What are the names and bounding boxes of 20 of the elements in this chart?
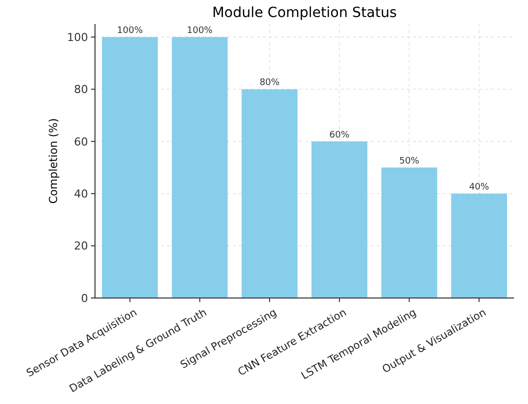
- data-label: 50%: [399, 156, 420, 167]
- bar: [172, 37, 228, 298]
- y-tick-label: 40: [74, 187, 88, 200]
- data-label: 100%: [117, 26, 144, 36]
- y-tick-label: 0: [81, 292, 88, 305]
- y-axis-title: Completion (%): [47, 118, 60, 204]
- data-label: 40%: [469, 182, 490, 193]
- data-label: 60%: [329, 130, 350, 140]
- bar: [451, 194, 508, 298]
- bar: [381, 168, 438, 298]
- data-label: 80%: [260, 78, 280, 88]
- bar: [242, 89, 298, 298]
- y-tick-label: 100: [67, 30, 88, 44]
- bar: [102, 37, 158, 298]
- y-tick-label: 80: [74, 83, 88, 96]
- y-tick-label: 20: [74, 240, 88, 253]
- chart-title: Module Completion Status: [212, 5, 397, 21]
- data-label: 100%: [186, 26, 214, 36]
- y-tick-label: 60: [74, 135, 88, 148]
- bar: [311, 141, 368, 298]
